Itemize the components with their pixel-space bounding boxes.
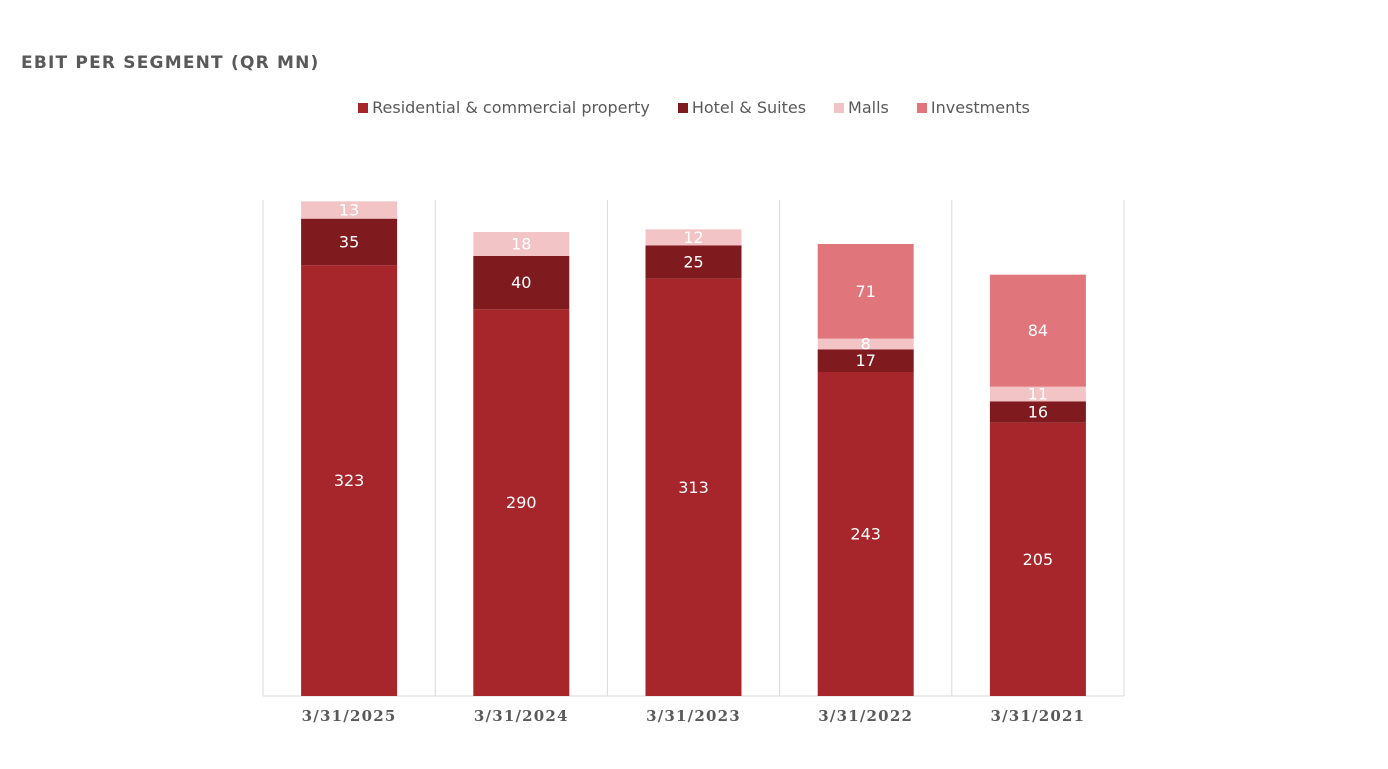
bar-hotel-suites-3-31-2024: [473, 256, 570, 310]
legend-item-malls: Malls: [834, 98, 889, 117]
data-label-investments-3-31-2022: 71: [856, 282, 876, 301]
data-label-malls-3-31-2024: 18: [511, 235, 531, 254]
data-label-malls-3-31-2025: 13: [339, 201, 359, 220]
bar-investments-3-31-2021: [989, 274, 1086, 387]
bar-residential-commercial-property-3-31-2021: [989, 422, 1086, 696]
bar-malls-3-31-2023: [645, 229, 742, 246]
bar-residential-commercial-property-3-31-2025: [301, 265, 398, 696]
chart-title: EBIT PER SEGMENT (QR MN): [21, 53, 320, 73]
x-tick-label: 3/31/2021: [990, 707, 1085, 725]
bar-malls-3-31-2021: [989, 386, 1086, 402]
legend-swatch-hotel: [677, 102, 688, 113]
bars: [301, 201, 1086, 696]
bar-hotel-suites-3-31-2021: [989, 401, 1086, 423]
legend-item-investments: Investments: [916, 98, 1030, 117]
bar-hotel-suites-3-31-2022: [817, 349, 914, 372]
legend-swatch-investments: [916, 102, 927, 113]
bar-hotel-suites-3-31-2025: [301, 218, 398, 266]
legend-swatch-residential: [358, 102, 369, 113]
bar-hotel-suites-3-31-2023: [645, 245, 742, 279]
data-label-malls-3-31-2022: 8: [861, 335, 871, 354]
legend-item-hotel: Hotel & Suites: [677, 98, 807, 117]
legend-label-investments: Investments: [930, 98, 1030, 117]
bar-malls-3-31-2024: [473, 232, 570, 256]
x-tick-label: 3/31/2023: [646, 707, 741, 725]
bar-residential-commercial-property-3-31-2023: [645, 278, 742, 696]
data-label-hotel-suites-3-31-2023: 25: [683, 253, 703, 272]
data-label-hotel-suites-3-31-2021: 16: [1028, 403, 1048, 422]
bar-residential-commercial-property-3-31-2024: [473, 309, 570, 696]
data-label-residential-commercial-property-3-31-2023: 313: [678, 478, 709, 497]
x-tick-label: 3/31/2022: [818, 707, 913, 725]
x-tick-label: 3/31/2024: [474, 707, 569, 725]
data-label-residential-commercial-property-3-31-2022: 243: [850, 525, 881, 544]
x-tick-label: 3/31/2025: [302, 707, 397, 725]
bar-malls-3-31-2022: [817, 338, 914, 350]
legend-label-residential: Residential & commercial property: [372, 98, 650, 117]
bar-residential-commercial-property-3-31-2022: [817, 372, 914, 696]
data-label-hotel-suites-3-31-2024: 40: [511, 273, 531, 292]
data-label-hotel-suites-3-31-2025: 35: [339, 233, 359, 252]
legend-swatch-malls: [834, 102, 845, 113]
data-label-investments-3-31-2021: 84: [1028, 321, 1048, 340]
legend-label-malls: Malls: [848, 98, 889, 117]
data-label-hotel-suites-3-31-2022: 17: [856, 351, 876, 370]
data-label-malls-3-31-2021: 11: [1028, 385, 1048, 404]
legend-item-residential: Residential & commercial property: [358, 98, 650, 117]
bar-malls-3-31-2025: [301, 201, 398, 219]
legend-label-hotel: Hotel & Suites: [691, 98, 807, 117]
bar-investments-3-31-2022: [817, 244, 914, 339]
chart-legend: Residential & commercial property Hotel …: [0, 98, 1388, 117]
data-label-residential-commercial-property-3-31-2025: 323: [334, 471, 365, 490]
data-label-residential-commercial-property-3-31-2021: 205: [1023, 550, 1054, 569]
data-label-residential-commercial-property-3-31-2024: 290: [506, 493, 537, 512]
data-label-malls-3-31-2023: 12: [683, 228, 703, 247]
